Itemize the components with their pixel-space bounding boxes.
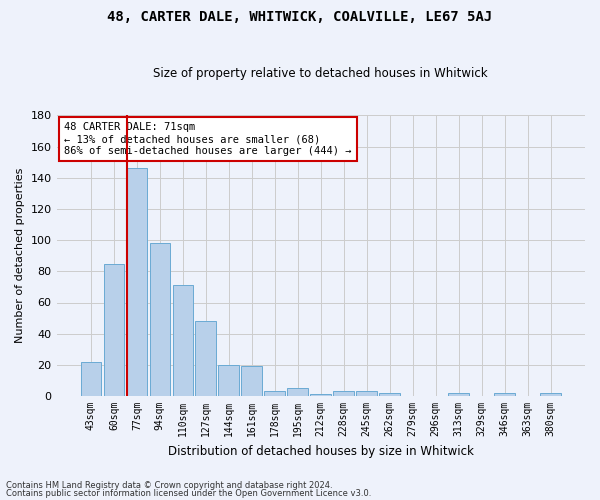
Bar [540, 393, 561, 396]
Bar [104, 264, 124, 396]
Bar [334, 392, 354, 396]
X-axis label: Distribution of detached houses by size in Whitwick: Distribution of detached houses by size … [168, 444, 474, 458]
Bar [494, 393, 515, 396]
Bar [218, 365, 239, 396]
Bar [80, 362, 101, 396]
Bar [196, 321, 216, 396]
Title: Size of property relative to detached houses in Whitwick: Size of property relative to detached ho… [154, 66, 488, 80]
Bar [310, 394, 331, 396]
Bar [241, 366, 262, 396]
Y-axis label: Number of detached properties: Number of detached properties [15, 168, 25, 344]
Bar [379, 393, 400, 396]
Text: Contains HM Land Registry data © Crown copyright and database right 2024.: Contains HM Land Registry data © Crown c… [6, 481, 332, 490]
Text: 48, CARTER DALE, WHITWICK, COALVILLE, LE67 5AJ: 48, CARTER DALE, WHITWICK, COALVILLE, LE… [107, 10, 493, 24]
Text: 48 CARTER DALE: 71sqm
← 13% of detached houses are smaller (68)
86% of semi-deta: 48 CARTER DALE: 71sqm ← 13% of detached … [64, 122, 352, 156]
Bar [127, 168, 147, 396]
Bar [448, 393, 469, 396]
Bar [287, 388, 308, 396]
Bar [149, 243, 170, 396]
Text: Contains public sector information licensed under the Open Government Licence v3: Contains public sector information licen… [6, 488, 371, 498]
Bar [356, 392, 377, 396]
Bar [265, 392, 285, 396]
Bar [173, 286, 193, 396]
